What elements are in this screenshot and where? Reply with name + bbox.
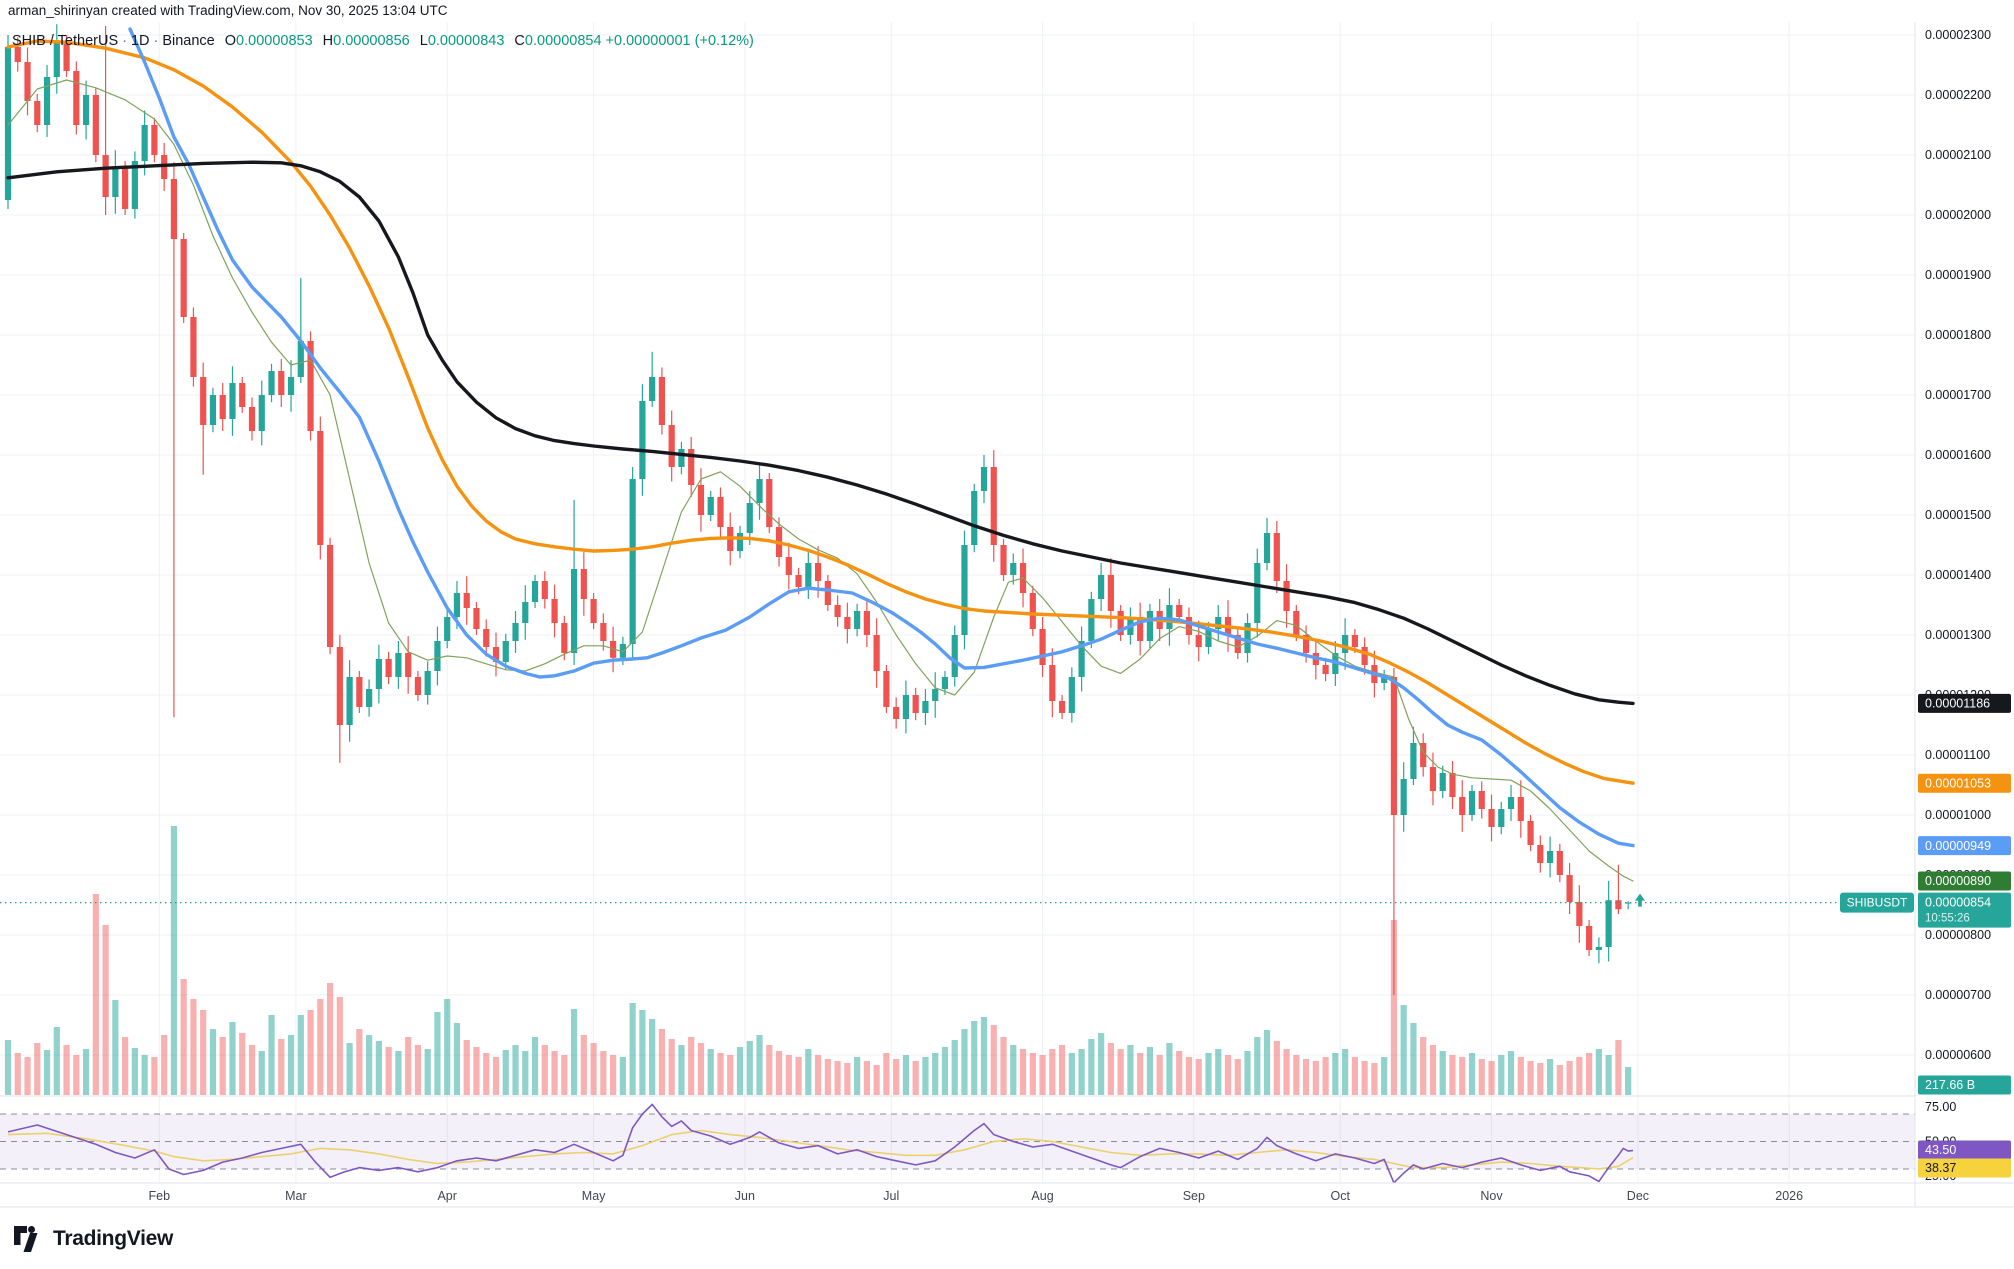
time-axis-label: Jun xyxy=(735,1189,755,1203)
price-axis-label: 0.00000800 xyxy=(1925,928,1991,942)
price-axis[interactable]: 0.00002300 0.00002200 0.00002100 0.00002000… xyxy=(1925,28,1991,1062)
rsi-value-tag: 43.50 xyxy=(1918,1140,2011,1160)
price-axis-label: 0.00001100 xyxy=(1925,748,1990,762)
rsi-ma-value-tag: 38.37 xyxy=(1918,1158,2011,1178)
ma50-tag: 0.00000949 xyxy=(1918,836,2011,856)
legend-exchange: Binance xyxy=(162,33,215,49)
price-axis-label: 0.00000600 xyxy=(1925,1048,1991,1062)
price-axis-label: 0.00002000 xyxy=(1925,208,1991,222)
rsi-line xyxy=(7,1103,1634,1184)
time-axis-label: Feb xyxy=(149,1189,171,1203)
ma-100-line xyxy=(6,39,1635,785)
legend-change: +0.00000001 (+0.12%) xyxy=(601,33,754,49)
price-axis-label: 0.00002200 xyxy=(1925,88,1991,102)
last-price-arrow-icon xyxy=(1635,893,1645,907)
time-axis-label: Mar xyxy=(285,1189,307,1203)
legend-ohlc-label: O xyxy=(224,33,237,49)
price-axis-label: 0.00000700 xyxy=(1925,988,1991,1002)
time-axis-label: Dec xyxy=(1627,1189,1649,1203)
ma-fast-line xyxy=(7,79,1634,882)
attribution-text: arman_shirinyan created with TradingView… xyxy=(8,3,448,18)
ma200-tag: 0.00001186 xyxy=(1918,693,2011,713)
svg-text:10:55:26: 10:55:26 xyxy=(1925,913,1970,925)
time-axis-label: Oct xyxy=(1331,1189,1351,1203)
price-axis-label: 0.00001500 xyxy=(1925,508,1991,522)
time-axis[interactable]: Feb Mar Apr May Jun Jul Aug Sep Oct Nov Dec 2026 xyxy=(149,1189,1804,1203)
svg-text:43.50: 43.50 xyxy=(1925,1143,1956,1157)
time-axis-label: Aug xyxy=(1031,1189,1053,1203)
legend-ohlc-value: 0.00000854 xyxy=(524,33,602,49)
legend-ohlc-label: H xyxy=(322,33,334,49)
svg-text:217.66 B: 217.66 B xyxy=(1925,1078,1975,1092)
time-axis-label: May xyxy=(582,1189,606,1203)
rsi-pane[interactable] xyxy=(0,1103,1915,1184)
time-axis-label: Apr xyxy=(437,1189,456,1203)
time-axis-label: Nov xyxy=(1480,1189,1503,1203)
symbol-legend[interactable]: SHIB / TetherUS · 1D · Binance O0.00000853 H0.… xyxy=(12,33,754,49)
svg-text:0.00000949: 0.00000949 xyxy=(1925,839,1991,853)
price-axis-label: 0.00001000 xyxy=(1925,808,1991,822)
price-axis-label: 0.00001900 xyxy=(1925,268,1991,282)
price-axis-label: 0.00002100 xyxy=(1925,148,1991,162)
rsi-axis-label: 75.00 xyxy=(1925,1100,1956,1114)
pane-borders xyxy=(0,22,2014,1208)
svg-text:0.00000890: 0.00000890 xyxy=(1925,874,1991,888)
tradingview-logo[interactable]: TradingView xyxy=(14,1226,173,1252)
legend-ohlc-value: 0.00000853 xyxy=(236,33,313,49)
grid-lines xyxy=(0,22,1915,1183)
price-axis-label: 0.00001400 xyxy=(1925,568,1991,582)
legend-interval[interactable]: 1D xyxy=(130,33,150,49)
price-axis-label: 0.00001700 xyxy=(1925,388,1991,402)
legend-ohlc-value: 0.00000856 xyxy=(333,33,410,49)
svg-text:38.37: 38.37 xyxy=(1925,1161,1956,1175)
ma-200-line xyxy=(6,160,1635,706)
price-axis-label: 0.00002300 xyxy=(1925,28,1991,42)
ma-fast-tag: 0.00000890 xyxy=(1918,871,2011,891)
volume-series xyxy=(4,826,1632,1095)
price-axis-label: 0.00001800 xyxy=(1925,328,1991,342)
legend-ohlc-label: C xyxy=(514,33,525,49)
time-axis-label: Jul xyxy=(883,1189,899,1203)
svg-text:0.00001186: 0.00001186 xyxy=(1925,697,1990,711)
legend-ohlc-label: L xyxy=(419,33,428,49)
ma100-tag: 0.00001053 xyxy=(1918,773,2011,793)
tradingview-logo-text: TradingView xyxy=(53,1227,174,1250)
top-toolbar-strip xyxy=(0,0,2014,22)
symbol-price-tag: SHIBUSDT xyxy=(1840,892,1914,913)
price-axis-label: 0.00001600 xyxy=(1925,448,1991,462)
svg-text:0.00000854: 0.00000854 xyxy=(1925,896,1991,910)
legend-symbol[interactable]: SHIB / TetherUS xyxy=(12,33,119,49)
svg-text:SHIBUSDT: SHIBUSDT xyxy=(1847,896,1908,910)
volume-value-tag: 217.66 B xyxy=(1918,1075,2011,1095)
time-axis-label: 2026 xyxy=(1775,1189,1803,1203)
legend-ohlc-value: 0.00000843 xyxy=(427,33,505,49)
time-axis-label: Sep xyxy=(1183,1189,1205,1203)
tradingview-logo-icon xyxy=(14,1226,38,1252)
candlestick-series xyxy=(4,24,1632,995)
price-axis-label: 0.00001300 xyxy=(1925,628,1991,642)
last-price-tag: 0.00000854 10:55:26 xyxy=(1918,892,2011,928)
ma-50-line xyxy=(128,27,1635,848)
svg-text:0.00001053: 0.00001053 xyxy=(1925,776,1991,790)
